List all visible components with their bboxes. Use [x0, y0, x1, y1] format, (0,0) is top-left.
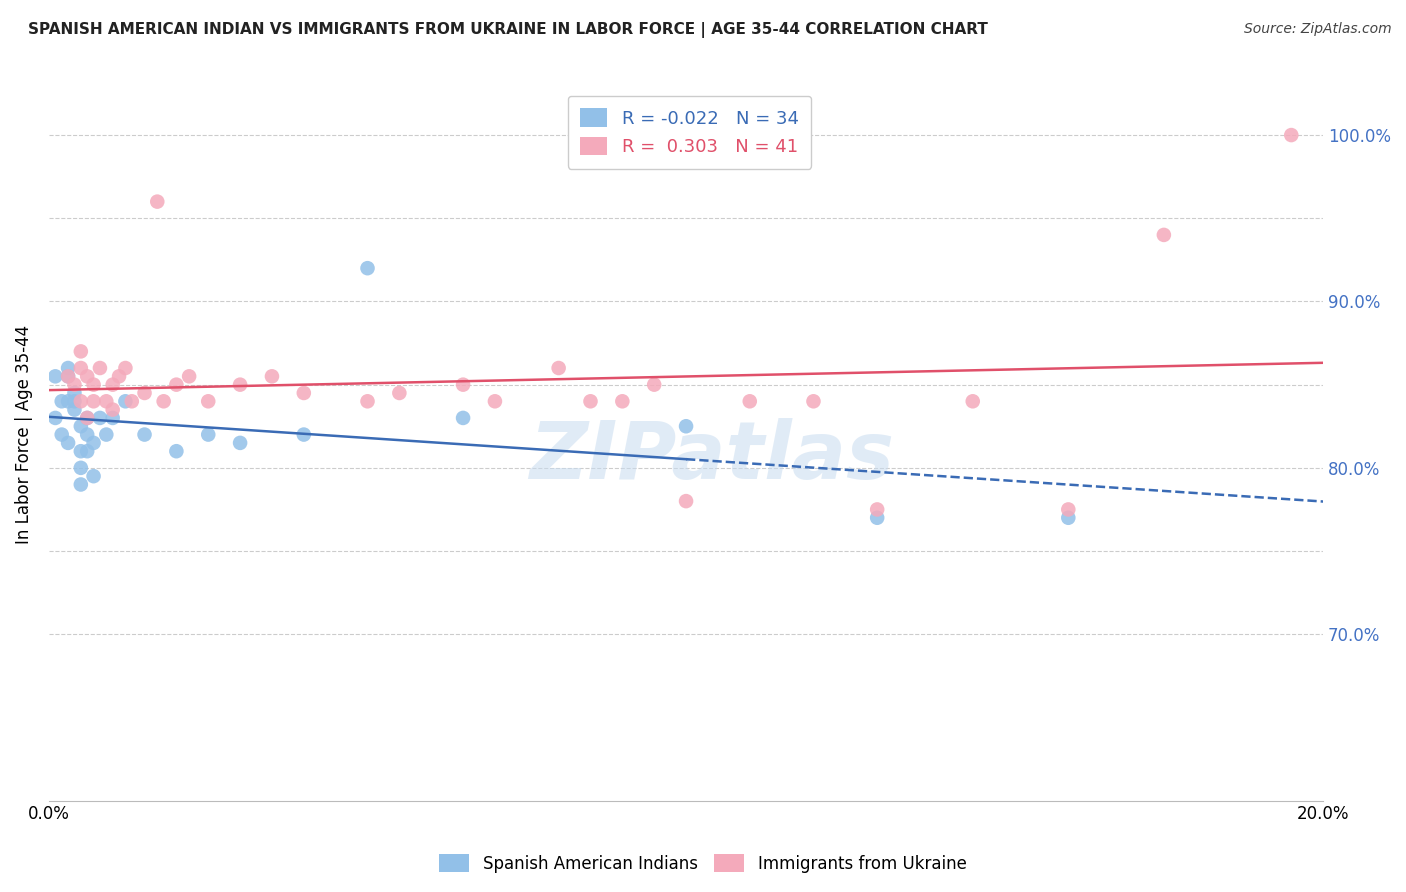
Point: [56, 369, 79, 384]
Point: [451, 377, 474, 392]
Point: [1057, 502, 1080, 516]
Point: [197, 394, 219, 409]
Point: [292, 427, 315, 442]
Point: [114, 394, 136, 409]
Point: [1057, 510, 1080, 524]
Point: [179, 369, 201, 384]
Text: ZIPatlas: ZIPatlas: [529, 417, 894, 496]
Point: [56, 394, 79, 409]
Point: [165, 377, 187, 392]
Point: [197, 427, 219, 442]
Point: [121, 394, 143, 409]
Point: [451, 411, 474, 425]
Point: [356, 261, 378, 276]
Point: [643, 377, 665, 392]
Point: [165, 444, 187, 458]
Point: [108, 369, 131, 384]
Point: [114, 361, 136, 376]
Y-axis label: In Labor Force | Age 35-44: In Labor Force | Age 35-44: [15, 325, 32, 544]
Point: [63, 386, 86, 401]
Text: Source: ZipAtlas.com: Source: ZipAtlas.com: [1244, 22, 1392, 37]
Point: [51, 394, 73, 409]
Point: [83, 377, 105, 392]
Point: [484, 394, 506, 409]
Point: [69, 361, 91, 376]
Point: [44, 369, 66, 384]
Point: [76, 369, 98, 384]
Point: [1153, 227, 1175, 242]
Point: [96, 427, 118, 442]
Point: [675, 419, 697, 434]
Point: [63, 402, 86, 417]
Point: [56, 361, 79, 376]
Point: [56, 369, 79, 384]
Point: [101, 411, 124, 425]
Point: [69, 477, 91, 491]
Point: [803, 394, 825, 409]
Point: [83, 436, 105, 450]
Point: [44, 411, 66, 425]
Point: [69, 444, 91, 458]
Point: [229, 377, 252, 392]
Point: [146, 194, 169, 209]
Point: [76, 444, 98, 458]
Point: [547, 361, 569, 376]
Point: [56, 436, 79, 450]
Point: [962, 394, 984, 409]
Legend: R = -0.022   N = 34, R =  0.303   N = 41: R = -0.022 N = 34, R = 0.303 N = 41: [568, 95, 811, 169]
Point: [101, 402, 124, 417]
Point: [152, 394, 174, 409]
Point: [83, 394, 105, 409]
Point: [260, 369, 283, 384]
Point: [69, 419, 91, 434]
Point: [388, 386, 411, 401]
Point: [134, 386, 156, 401]
Point: [96, 394, 118, 409]
Point: [101, 377, 124, 392]
Point: [356, 394, 378, 409]
Point: [89, 411, 111, 425]
Point: [76, 411, 98, 425]
Point: [69, 394, 91, 409]
Point: [292, 386, 315, 401]
Point: [675, 494, 697, 508]
Point: [229, 436, 252, 450]
Point: [89, 361, 111, 376]
Point: [76, 411, 98, 425]
Point: [76, 427, 98, 442]
Point: [1279, 128, 1302, 142]
Point: [866, 510, 889, 524]
Point: [63, 394, 86, 409]
Legend: Spanish American Indians, Immigrants from Ukraine: Spanish American Indians, Immigrants fro…: [433, 847, 973, 880]
Point: [69, 460, 91, 475]
Point: [579, 394, 602, 409]
Point: [866, 502, 889, 516]
Point: [51, 427, 73, 442]
Point: [612, 394, 634, 409]
Point: [738, 394, 761, 409]
Point: [63, 377, 86, 392]
Text: SPANISH AMERICAN INDIAN VS IMMIGRANTS FROM UKRAINE IN LABOR FORCE | AGE 35-44 CO: SPANISH AMERICAN INDIAN VS IMMIGRANTS FR…: [28, 22, 988, 38]
Point: [69, 344, 91, 359]
Point: [134, 427, 156, 442]
Point: [83, 469, 105, 483]
